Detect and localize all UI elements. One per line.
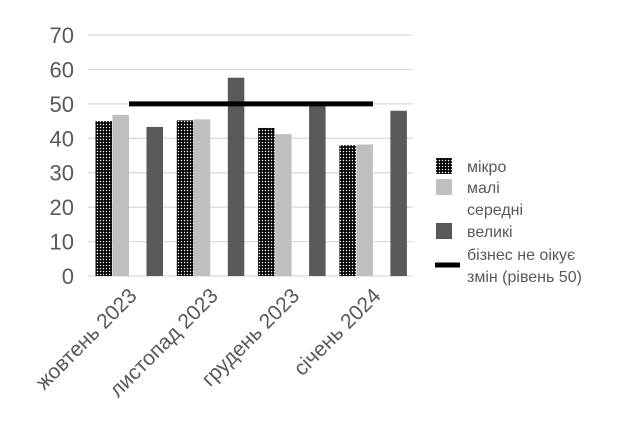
y-tick-label: 10 bbox=[50, 230, 74, 255]
bar-великі-1 bbox=[227, 77, 245, 276]
legend-label-reference: бізнес не оікує bbox=[467, 247, 575, 264]
legend-label-reference: змін (рівень 50) bbox=[467, 269, 582, 286]
legend-label: великі bbox=[467, 224, 513, 241]
legend-swatch-мікро bbox=[436, 158, 452, 174]
y-tick-label: 30 bbox=[50, 161, 74, 186]
bar-великі-3 bbox=[390, 110, 407, 276]
x-tick-group: січень 2024 bbox=[289, 284, 385, 380]
bar-малі-0 bbox=[112, 114, 129, 276]
legend-label: малі bbox=[467, 180, 500, 197]
bar-мікро-3 bbox=[339, 145, 356, 276]
bar-мікро-1 bbox=[176, 120, 194, 276]
legend-swatch-великі bbox=[436, 223, 452, 239]
y-tick-label: 70 bbox=[50, 23, 74, 48]
y-tick-label: 60 bbox=[50, 57, 74, 82]
bars bbox=[95, 77, 407, 276]
bar-великі-2 bbox=[309, 103, 326, 276]
bar-мікро-2 bbox=[258, 127, 275, 276]
y-tick-label: 50 bbox=[50, 92, 74, 117]
legend: мікро малі середні великі бізнес не оікує змі… bbox=[435, 158, 582, 286]
bar-малі-1 bbox=[193, 119, 211, 276]
y-tick-label: 0 bbox=[62, 264, 74, 289]
x-tick-label: січень 2024 bbox=[289, 284, 385, 380]
legend-label: середні bbox=[467, 202, 523, 219]
y-tick-label: 20 bbox=[50, 195, 74, 220]
bar-великі-0 bbox=[146, 126, 163, 276]
bar-малі-3 bbox=[356, 144, 373, 276]
legend-swatch-середні bbox=[436, 201, 452, 217]
y-tick-label: 40 bbox=[50, 126, 74, 151]
bar-малі-2 bbox=[275, 134, 292, 276]
legend-swatch-малі bbox=[436, 179, 452, 195]
legend-label: мікро bbox=[467, 159, 506, 176]
y-axis: 0 10 20 30 40 50 60 70 bbox=[50, 23, 74, 289]
bar-мікро-0 bbox=[95, 121, 112, 276]
